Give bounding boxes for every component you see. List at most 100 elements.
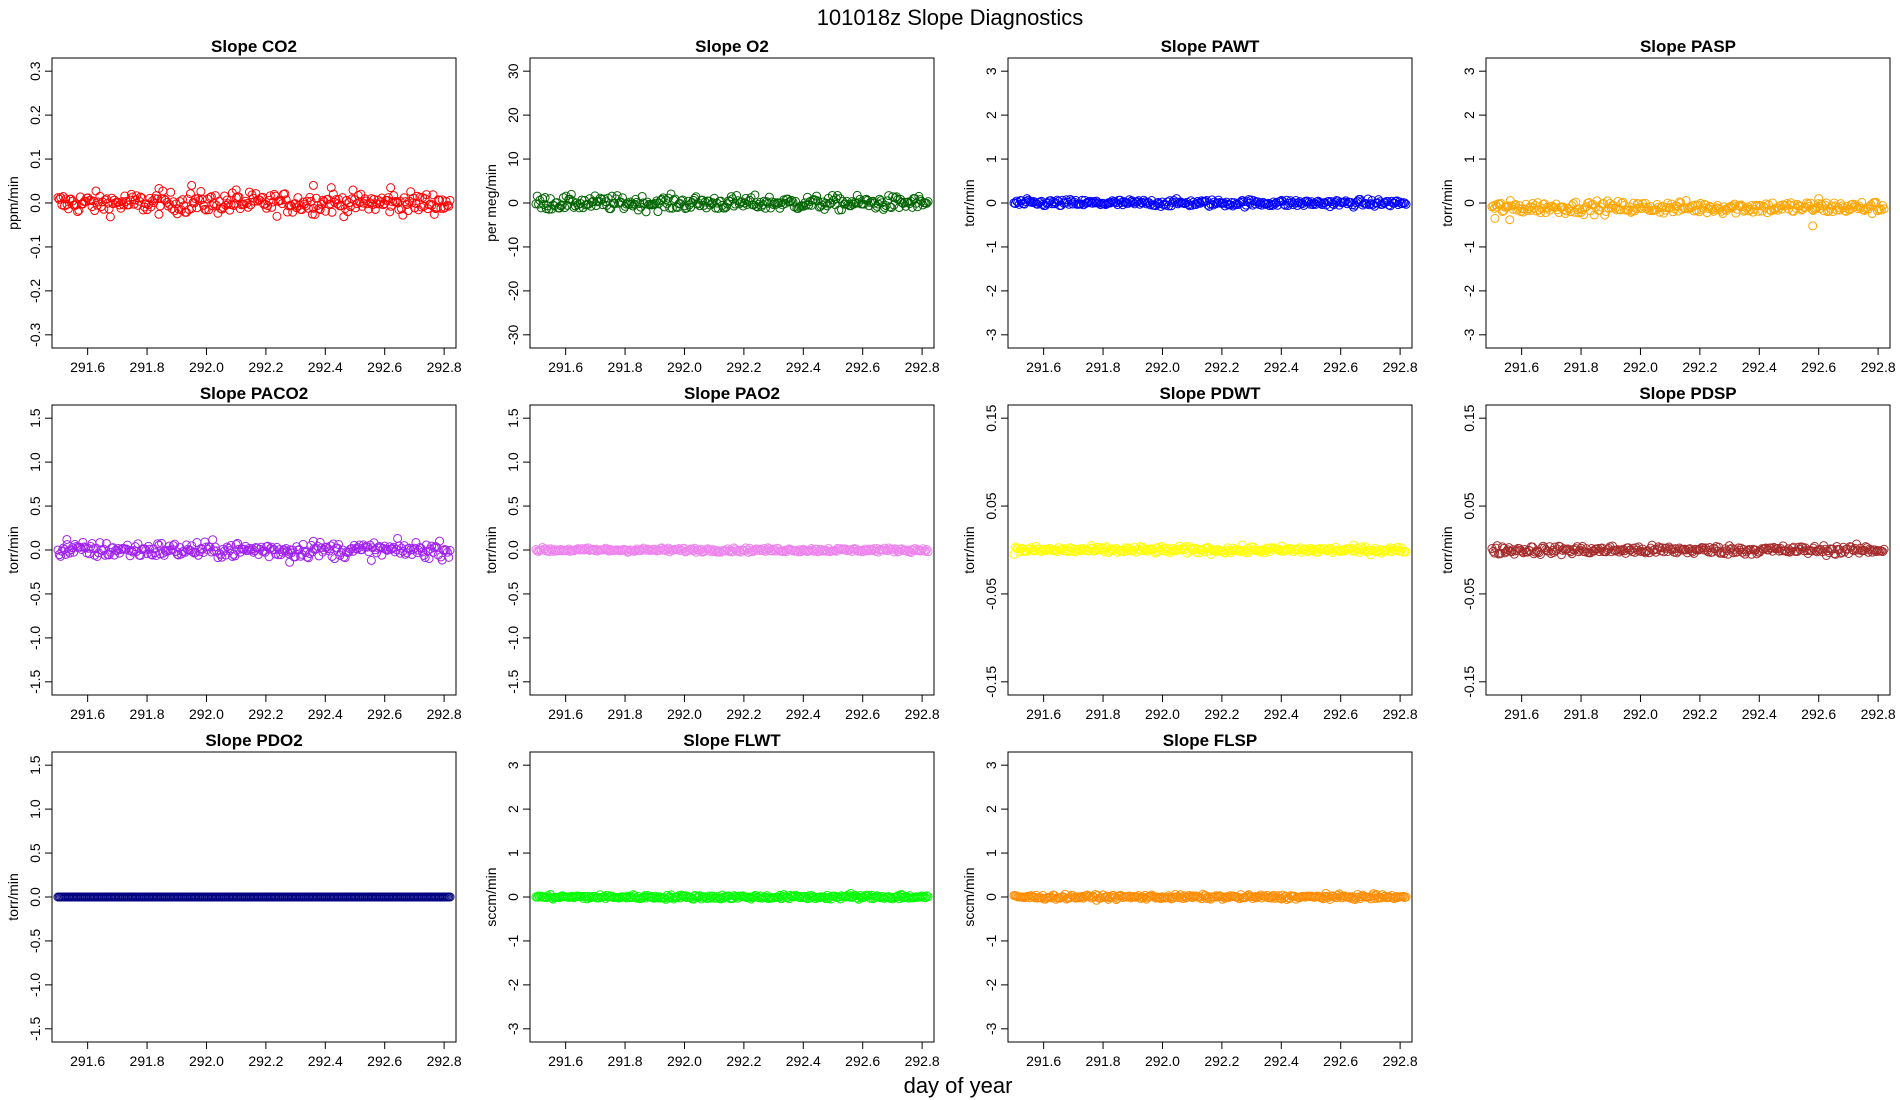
x-tick-label: 292.4 — [308, 706, 343, 722]
data-point — [1339, 197, 1349, 207]
x-tick-label: 292.8 — [427, 1053, 462, 1069]
data-point — [305, 192, 315, 202]
data-point — [1879, 204, 1889, 214]
data-point — [440, 203, 450, 213]
data-point — [922, 198, 932, 208]
data-point — [1051, 894, 1061, 904]
data-point — [1401, 892, 1411, 902]
y-tick-label: 0.5 — [27, 496, 43, 516]
data-point — [812, 191, 822, 201]
data-point — [56, 551, 66, 561]
data-point — [922, 891, 932, 901]
data-point — [1535, 208, 1545, 218]
x-tick-label: 291.6 — [70, 1053, 105, 1069]
x-tick-label: 292.6 — [845, 1053, 880, 1069]
x-tick-label: 292.2 — [1682, 359, 1717, 375]
data-point — [1841, 206, 1851, 216]
x-tick-label: 292.2 — [248, 706, 283, 722]
y-axis-label: ppm/min — [5, 176, 21, 230]
data-point — [1248, 893, 1258, 903]
data-point — [1587, 544, 1597, 554]
data-point — [101, 538, 111, 548]
y-tick-label: 3 — [1461, 67, 1477, 75]
x-tick-label: 292.4 — [1264, 359, 1299, 375]
y-tick-label: 10 — [505, 151, 521, 167]
x-tick-label: 292.0 — [667, 359, 702, 375]
data-point — [922, 545, 932, 555]
data-point — [429, 209, 439, 219]
y-axis-label: torr/min — [1439, 526, 1455, 573]
y-tick-label: 1.5 — [27, 408, 43, 428]
data-point — [566, 189, 576, 199]
data-point — [586, 201, 596, 211]
data-point — [154, 540, 164, 550]
data-point — [1867, 209, 1877, 219]
data-point — [243, 545, 253, 555]
data-point — [733, 545, 743, 555]
data-point — [153, 539, 163, 549]
data-point — [130, 195, 140, 205]
data-point — [591, 201, 601, 211]
panel-title: Slope PASP — [1640, 37, 1736, 56]
data-point — [920, 546, 930, 556]
data-point — [176, 549, 186, 559]
data-point — [243, 202, 253, 212]
y-axis-label: torr/min — [5, 873, 21, 920]
y-tick-label: -1.5 — [27, 1017, 43, 1041]
data-point — [231, 539, 241, 549]
data-point — [109, 550, 119, 560]
y-tick-label: -2 — [505, 978, 521, 991]
data-point — [95, 538, 105, 548]
x-tick-label: 292.4 — [1264, 1053, 1299, 1069]
y-tick-label: 0.2 — [27, 105, 43, 125]
x-tick-label: 291.6 — [1026, 1053, 1061, 1069]
data-point — [923, 892, 933, 902]
x-tick-label: 291.6 — [1026, 359, 1061, 375]
data-point — [331, 195, 341, 205]
data-point — [754, 199, 764, 209]
data-point — [1148, 891, 1158, 901]
data-point — [201, 542, 211, 552]
y-tick-label: -10 — [505, 237, 521, 257]
data-point — [834, 205, 844, 215]
data-point — [1054, 543, 1064, 553]
x-tick-label: 292.6 — [1801, 706, 1836, 722]
panel-title: Slope PACO2 — [200, 384, 308, 403]
x-tick-label: 292.2 — [248, 359, 283, 375]
x-tick-label: 292.8 — [905, 1053, 940, 1069]
y-tick-label: 0.0 — [27, 887, 43, 907]
data-point — [308, 536, 318, 546]
data-point — [407, 549, 417, 559]
data-point — [398, 210, 408, 220]
data-point — [272, 211, 282, 221]
data-point — [1808, 221, 1818, 231]
data-point — [71, 200, 81, 210]
data-point — [852, 893, 862, 903]
data-point — [1266, 199, 1276, 209]
x-tick-label: 292.0 — [1145, 706, 1180, 722]
data-point — [366, 555, 376, 565]
panel-slope-co2: Slope CO2 -0.3 -0.2 -0.1 0.0 0.1 0.2 0.3 ppm/min… — [5, 37, 462, 375]
data-point — [1156, 894, 1166, 904]
data-point — [83, 193, 93, 203]
data-point — [164, 541, 174, 551]
data-point — [1879, 544, 1889, 554]
x-tick-label: 292.8 — [427, 706, 462, 722]
data-point — [1126, 893, 1136, 903]
data-point — [132, 191, 142, 201]
data-point — [923, 197, 933, 207]
x-tick-label: 291.8 — [608, 1053, 643, 1069]
data-point — [442, 200, 452, 210]
data-point — [1266, 893, 1276, 903]
y-tick-label: 0.1 — [27, 149, 43, 169]
x-tick-label: 292.4 — [1264, 706, 1299, 722]
data-point — [404, 543, 414, 553]
data-point — [315, 537, 325, 547]
data-points — [53, 180, 455, 222]
data-point — [170, 539, 180, 549]
data-point — [1110, 197, 1120, 207]
y-tick-label: -0.15 — [983, 666, 999, 698]
data-point — [1274, 891, 1284, 901]
data-point — [1713, 546, 1723, 556]
